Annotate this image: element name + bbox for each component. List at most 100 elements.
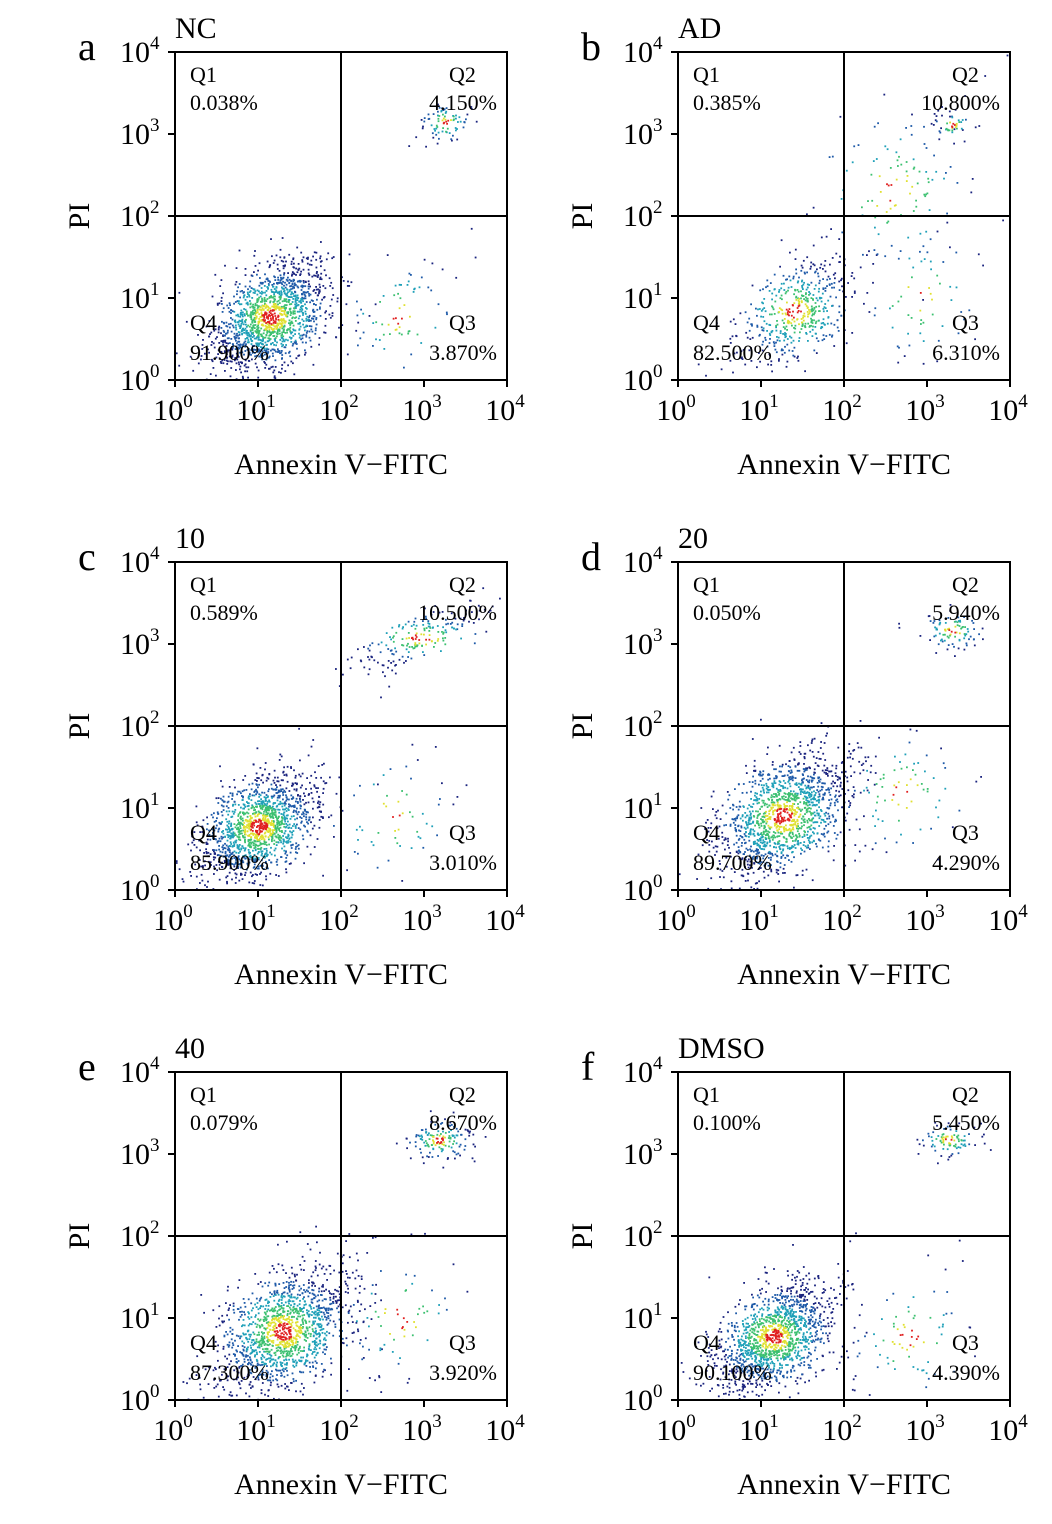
data-point (827, 812, 830, 815)
data-point (270, 846, 272, 849)
data-point (282, 808, 284, 811)
data-point (243, 341, 246, 344)
data-point (877, 122, 879, 125)
data-point (262, 814, 264, 817)
data-point (834, 804, 836, 807)
data-point (235, 362, 238, 365)
panel-title: NC (175, 12, 217, 45)
data-point (280, 318, 283, 320)
data-point (299, 800, 302, 803)
data-point (243, 294, 245, 297)
data-point (214, 838, 216, 840)
data-point (408, 637, 410, 639)
data-point (251, 328, 254, 330)
data-point (824, 290, 827, 292)
data-point (244, 358, 247, 361)
data-point (328, 816, 330, 819)
data-point (452, 803, 455, 806)
data-point (271, 814, 274, 817)
data-point (242, 779, 245, 781)
data-point (241, 878, 244, 880)
data-point (238, 790, 241, 793)
data-point (442, 626, 444, 629)
data-point (257, 336, 260, 338)
data-point (223, 800, 226, 803)
data-point (415, 636, 418, 638)
data-point (220, 279, 223, 281)
data-point (308, 325, 311, 327)
data-point (437, 631, 440, 633)
data-point (935, 120, 938, 123)
data-point (256, 348, 259, 351)
data-point (716, 827, 719, 830)
data-point (208, 351, 210, 354)
data-point (215, 356, 218, 359)
data-point (761, 848, 764, 850)
data-point (814, 270, 817, 273)
data-point (313, 784, 316, 787)
data-point (263, 300, 266, 303)
data-point (442, 109, 445, 111)
data-point (302, 812, 305, 815)
data-point (239, 296, 241, 299)
data-point (263, 804, 266, 807)
data-point (866, 769, 868, 772)
data-point (231, 827, 234, 830)
data-point (295, 842, 298, 845)
data-point (315, 286, 317, 288)
data-point (874, 216, 877, 219)
data-point (268, 320, 271, 323)
x-tick-label: 102 (822, 391, 862, 427)
data-point (795, 296, 797, 299)
data-point (245, 325, 248, 328)
data-point (301, 772, 304, 775)
data-point (294, 291, 297, 294)
data-point (262, 339, 264, 342)
data-point (246, 370, 249, 373)
data-point (797, 310, 800, 312)
data-point (299, 804, 302, 807)
data-point (805, 787, 808, 790)
data-point (700, 807, 703, 809)
data-point (280, 282, 283, 284)
data-point (261, 299, 264, 302)
data-point (290, 847, 293, 849)
data-point (971, 619, 973, 622)
quadrant-value-q3: 3.870% (429, 340, 497, 365)
data-point (717, 809, 719, 812)
data-point (810, 297, 813, 299)
data-point (708, 840, 711, 842)
data-point (401, 317, 403, 320)
data-point (238, 858, 241, 861)
data-point (324, 782, 327, 785)
data-point (437, 114, 439, 117)
data-point (231, 863, 234, 865)
data-point (284, 852, 287, 855)
data-point (936, 274, 939, 277)
data-point (272, 317, 274, 320)
data-point (278, 759, 281, 761)
data-point (227, 826, 230, 828)
data-point (296, 807, 298, 810)
data-point (331, 312, 334, 314)
data-point (715, 817, 718, 820)
data-point (229, 360, 232, 363)
data-point (248, 851, 250, 853)
data-point (275, 836, 278, 839)
data-point (779, 781, 782, 783)
data-point (298, 267, 301, 270)
data-point (273, 282, 275, 285)
data-point (247, 303, 249, 306)
data-point (256, 747, 259, 750)
data-point (223, 359, 226, 361)
data-point (735, 335, 738, 338)
data-point (271, 809, 273, 812)
data-point (256, 867, 259, 870)
data-point (456, 128, 458, 130)
data-point (826, 831, 829, 834)
data-point (735, 806, 738, 808)
data-point (834, 820, 836, 823)
data-point (230, 822, 233, 825)
data-point (808, 781, 810, 784)
data-point (215, 797, 218, 800)
